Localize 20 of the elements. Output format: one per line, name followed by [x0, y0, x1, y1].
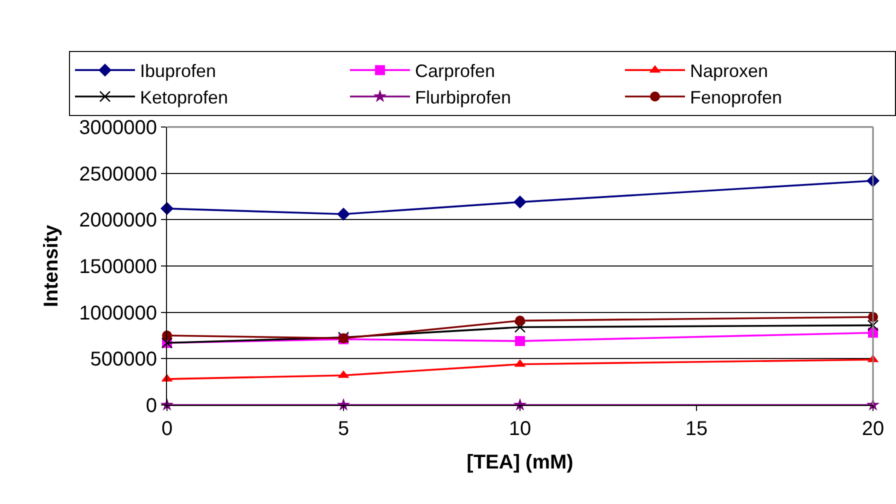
y-axis-title: Intensity [40, 224, 63, 308]
x-tick-label: 5 [338, 418, 350, 440]
x-tick-label: 15 [685, 418, 708, 440]
x-axis-title: [TEA] (mM) [466, 452, 574, 474]
x-tick-label: 10 [508, 418, 532, 440]
y-tick-label: 1000000 [79, 302, 157, 324]
legend-label: Ketoprofen [140, 88, 228, 108]
x-tick-label: 20 [862, 418, 884, 440]
legend-label: Flurbiprofen [415, 88, 512, 108]
legend-label: Ibuprofen [140, 61, 216, 82]
y-tick-label: 3000000 [79, 117, 157, 139]
y-tick-label: 1500000 [79, 256, 157, 278]
x-tick-label: 0 [161, 418, 173, 440]
legend-label: Fenoprofen [690, 88, 782, 108]
y-tick-label: 0 [146, 395, 157, 417]
legend-label: Carprofen [415, 61, 496, 82]
y-tick-label: 2500000 [79, 163, 157, 186]
legend-label: Naproxen [690, 61, 768, 82]
y-tick-label: 500000 [90, 348, 157, 371]
y-tick-label: 2000000 [79, 210, 157, 232]
